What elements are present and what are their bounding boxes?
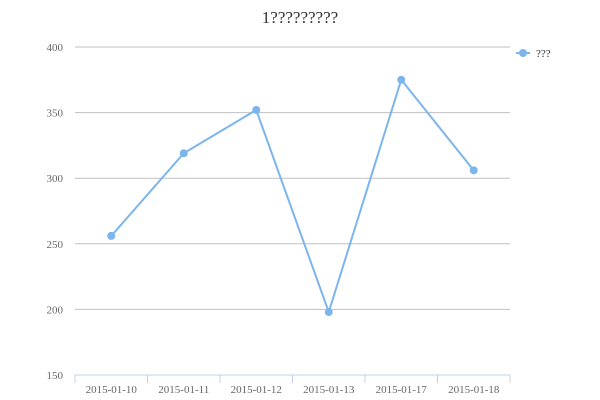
data-point bbox=[252, 105, 261, 114]
y-tick-label: 300 bbox=[47, 173, 64, 185]
chart-title: 1????????? bbox=[262, 8, 338, 27]
data-point bbox=[469, 166, 478, 175]
gridlines bbox=[75, 46, 510, 310]
legend-label: ??? bbox=[536, 48, 551, 60]
series-line bbox=[110, 78, 475, 314]
data-point bbox=[107, 231, 116, 240]
data-point bbox=[397, 75, 406, 84]
legend-marker-icon bbox=[519, 49, 527, 57]
data-point bbox=[324, 308, 333, 317]
data-point bbox=[179, 149, 188, 158]
y-tick-label: 150 bbox=[47, 370, 64, 382]
x-tick-label: 2015-01-10 bbox=[86, 384, 138, 396]
y-axis-ticks: 150 200 250 300 350 400 bbox=[47, 42, 64, 382]
y-tick-label: 250 bbox=[47, 239, 64, 251]
y-tick-label: 350 bbox=[47, 108, 64, 120]
x-tick-label: 2015-01-18 bbox=[448, 384, 500, 396]
series-layer bbox=[107, 75, 478, 317]
y-tick-label: 400 bbox=[47, 42, 64, 54]
x-axis: 2015-01-10 2015-01-11 2015-01-12 2015-01-13… bbox=[74, 374, 511, 396]
x-tick-label: 2015-01-11 bbox=[158, 384, 209, 396]
y-tick-label: 200 bbox=[47, 304, 64, 316]
x-tick-label: 2015-01-13 bbox=[303, 384, 355, 396]
x-tick-label: 2015-01-12 bbox=[231, 384, 282, 396]
legend[interactable]: ??? bbox=[516, 48, 551, 60]
x-tick-label: 2015-01-17 bbox=[376, 384, 428, 396]
